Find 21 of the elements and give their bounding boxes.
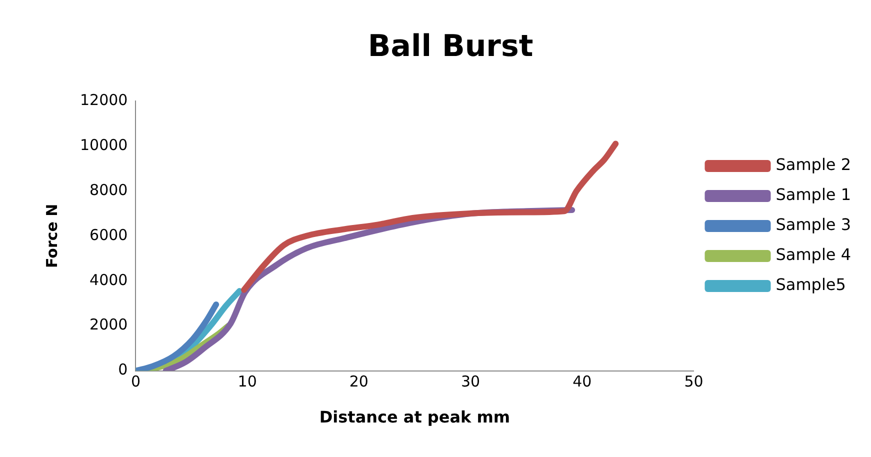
legend-label: Sample 2 <box>776 155 852 174</box>
x-tick-label: 20 <box>349 372 368 391</box>
x-axis-title: Distance at peak mm <box>319 408 510 427</box>
x-tick-label: 30 <box>460 372 480 391</box>
x-tick-label: 0 <box>130 372 140 391</box>
legend-label: Sample 3 <box>776 215 852 234</box>
y-tick-label: 8000 <box>90 180 128 199</box>
y-tick-label: 12000 <box>80 90 128 109</box>
y-tick-label: 6000 <box>90 226 128 244</box>
x-tick-label: 40 <box>572 372 592 391</box>
legend-label: Sample 1 <box>776 185 852 204</box>
legend-label: Sample5 <box>776 275 846 294</box>
legend-label: Sample 4 <box>776 245 852 264</box>
y-tick-label: 10000 <box>80 136 128 154</box>
y-axis-title: Force N <box>42 204 61 268</box>
x-tick-label: 10 <box>238 372 257 391</box>
x-tick-label: 50 <box>684 372 704 391</box>
y-tick-label: 0 <box>118 360 128 379</box>
chart-title: Ball Burst <box>368 28 534 64</box>
y-tick-label: 4000 <box>90 270 128 289</box>
y-tick-label: 2000 <box>90 316 128 334</box>
